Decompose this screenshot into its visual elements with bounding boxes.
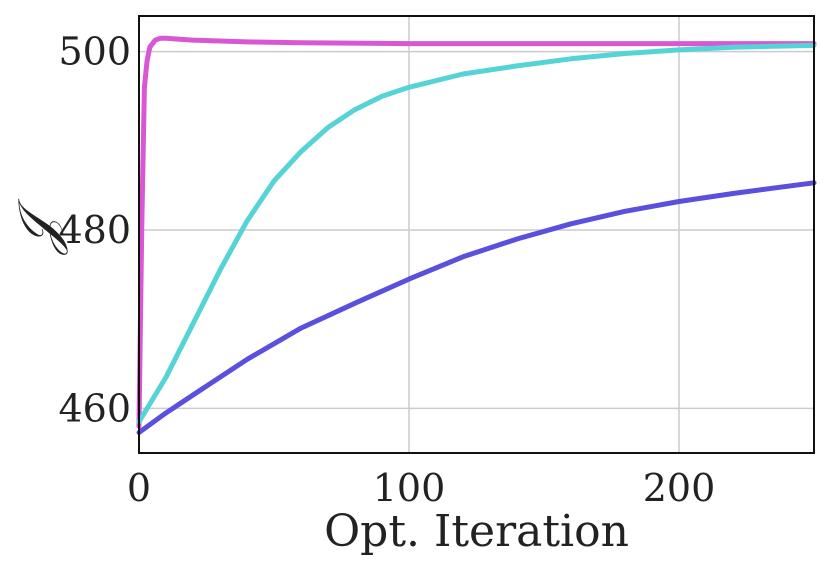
series-line-2 [136, 42, 817, 425]
series-line-3 [136, 180, 817, 435]
y-tick-label: 500 [58, 30, 131, 74]
x-tick-label: 200 [643, 466, 716, 510]
plot-frame [138, 15, 815, 454]
series-lines [136, 35, 817, 435]
x-axis-label: Opt. Iteration [324, 506, 629, 557]
series-line-1 [136, 35, 817, 429]
y-tick-label: 460 [58, 386, 131, 430]
y-tick-labels: 460 480 500 [58, 30, 131, 431]
y-axis-label: 𝒥 [6, 198, 69, 256]
x-tick-label: 100 [373, 466, 446, 510]
y-tick-label: 480 [58, 208, 131, 252]
x-tick-labels: 0 100 200 [127, 466, 715, 510]
x-tick-label: 0 [127, 466, 151, 510]
